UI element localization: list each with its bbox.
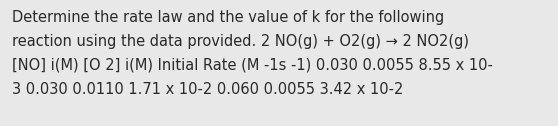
Text: Determine the rate law and the value of k for the following: Determine the rate law and the value of …	[12, 10, 444, 25]
Text: reaction using the data provided. 2 NO(g) + O2(g) → 2 NO2(g): reaction using the data provided. 2 NO(g…	[12, 34, 469, 49]
Text: 3 0.030 0.0110 1.71 x 10-2 0.060 0.0055 3.42 x 10-2: 3 0.030 0.0110 1.71 x 10-2 0.060 0.0055 …	[12, 82, 403, 97]
Text: [NO] i(M) [O 2] i(M) Initial Rate (M -1s -1) 0.030 0.0055 8.55 x 10-: [NO] i(M) [O 2] i(M) Initial Rate (M -1s…	[12, 58, 493, 73]
